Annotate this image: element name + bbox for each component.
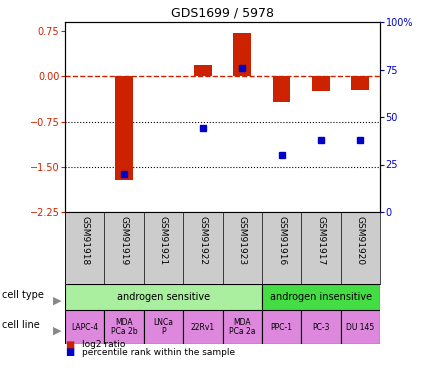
Text: GSM91916: GSM91916 [277, 216, 286, 265]
Text: cell type: cell type [2, 290, 44, 300]
Text: GSM91921: GSM91921 [159, 216, 168, 265]
Text: ■: ■ [65, 340, 74, 350]
Bar [223, 310, 262, 344]
Text: GSM91917: GSM91917 [317, 216, 326, 265]
Bar [340, 310, 380, 344]
Bar [233, 33, 251, 76]
Bar [262, 284, 380, 310]
Text: androgen sensitive: androgen sensitive [117, 292, 210, 302]
Bar [65, 310, 105, 344]
Bar [105, 310, 144, 344]
Text: GSM91920: GSM91920 [356, 216, 365, 265]
Text: MDA
PCa 2a: MDA PCa 2a [229, 318, 255, 336]
Text: GSM91923: GSM91923 [238, 216, 246, 265]
Text: percentile rank within the sample: percentile rank within the sample [82, 348, 235, 357]
Bar [262, 310, 301, 344]
Text: GSM91919: GSM91919 [119, 216, 128, 265]
Text: PC-3: PC-3 [312, 322, 330, 332]
Text: ■: ■ [65, 347, 74, 357]
Bar [183, 310, 223, 344]
Text: MDA
PCa 2b: MDA PCa 2b [111, 318, 137, 336]
Text: GSM91922: GSM91922 [198, 216, 207, 265]
Bar [65, 284, 262, 310]
Bar [273, 76, 290, 102]
Text: LNCa
P: LNCa P [153, 318, 173, 336]
Title: GDS1699 / 5978: GDS1699 / 5978 [171, 6, 274, 20]
Bar [312, 76, 330, 92]
Bar [144, 310, 183, 344]
Bar [351, 76, 369, 90]
Bar [115, 76, 133, 180]
Text: GSM91918: GSM91918 [80, 216, 89, 265]
Text: PPC-1: PPC-1 [271, 322, 292, 332]
Text: androgen insensitive: androgen insensitive [270, 292, 372, 302]
Text: 22Rv1: 22Rv1 [191, 322, 215, 332]
Text: cell line: cell line [2, 320, 40, 330]
Text: ▶: ▶ [53, 326, 62, 336]
Text: DU 145: DU 145 [346, 322, 374, 332]
Text: ▶: ▶ [53, 296, 62, 306]
Text: LAPC-4: LAPC-4 [71, 322, 98, 332]
Bar [194, 65, 212, 76]
Text: log2 ratio: log2 ratio [82, 340, 125, 349]
Bar [301, 310, 340, 344]
